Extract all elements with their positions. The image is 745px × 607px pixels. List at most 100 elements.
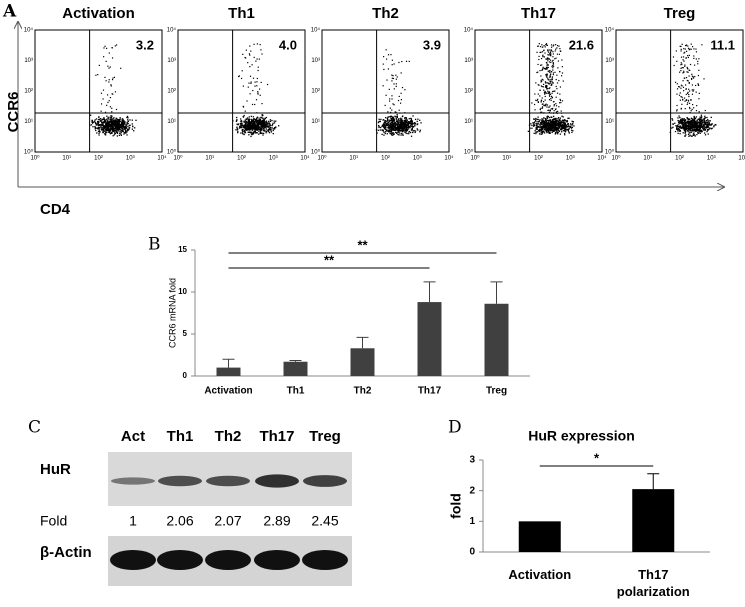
event-dot	[386, 125, 387, 126]
event-dot	[547, 118, 548, 119]
event-dot	[264, 118, 265, 119]
event-dot	[548, 52, 549, 53]
event-dot	[119, 131, 120, 132]
event-dot	[560, 50, 561, 51]
event-dot	[551, 117, 552, 118]
event-dot	[703, 78, 704, 79]
event-dot	[117, 135, 118, 136]
event-dot	[676, 127, 677, 128]
event-dot	[263, 133, 264, 134]
event-dot	[693, 130, 694, 131]
event-dot	[692, 124, 693, 125]
event-dot	[383, 130, 384, 131]
event-dot	[247, 129, 248, 130]
event-dot	[681, 124, 682, 125]
event-dot	[679, 122, 680, 123]
event-dot	[251, 127, 252, 128]
event-dot	[394, 88, 395, 89]
event-dot	[99, 65, 100, 66]
event-dot	[96, 118, 97, 119]
event-dot	[408, 128, 409, 129]
event-dot	[546, 58, 547, 59]
event-dot	[689, 108, 690, 109]
event-dot	[694, 65, 695, 66]
actin-band	[302, 550, 348, 570]
event-dot	[692, 119, 693, 120]
event-dot	[396, 86, 397, 87]
event-dot	[539, 70, 540, 71]
event-dot	[696, 116, 697, 117]
event-dot	[263, 121, 264, 122]
event-dot	[677, 129, 678, 130]
event-dot	[254, 127, 255, 128]
event-dot	[689, 130, 690, 131]
x-tick-label: 10³	[413, 156, 422, 162]
event-dot	[235, 129, 236, 130]
event-dot	[546, 85, 547, 86]
event-dot	[251, 122, 252, 123]
event-dot	[683, 90, 684, 91]
event-dot	[704, 127, 705, 128]
event-dot	[531, 125, 532, 126]
event-dot	[689, 70, 690, 71]
event-dot	[563, 120, 564, 121]
event-dot	[555, 103, 556, 104]
event-dot	[688, 94, 689, 95]
panel-label: A	[2, 2, 17, 22]
y-tick-label: 0	[469, 547, 475, 558]
event-dot	[684, 130, 685, 131]
event-dot	[135, 120, 136, 121]
event-dot	[274, 122, 275, 123]
event-dot	[543, 79, 544, 80]
event-dot	[92, 121, 93, 122]
event-dot	[551, 96, 552, 97]
event-dot	[558, 60, 559, 61]
x-tick-label: 10⁴	[157, 155, 167, 162]
event-dot	[685, 108, 686, 109]
event-dot	[543, 50, 544, 51]
event-dot	[705, 110, 706, 111]
event-dot	[538, 59, 539, 60]
event-dot	[385, 122, 386, 123]
event-dot	[402, 133, 403, 134]
error-bar	[491, 282, 503, 304]
event-dot	[243, 121, 244, 122]
event-dot	[681, 127, 682, 128]
event-dot	[393, 83, 394, 84]
event-dot	[701, 116, 702, 117]
event-dot	[541, 120, 542, 121]
event-dot	[415, 130, 416, 131]
event-dot	[683, 56, 684, 57]
event-dot	[697, 129, 698, 130]
hur-band	[303, 475, 347, 487]
event-dot	[550, 54, 551, 55]
event-dot	[541, 58, 542, 59]
event-dot	[695, 121, 696, 122]
event-dot	[568, 131, 569, 132]
event-dot	[102, 119, 103, 120]
event-dot	[89, 125, 90, 126]
event-dot	[396, 127, 397, 128]
event-dot	[697, 121, 698, 122]
event-dot	[249, 45, 250, 46]
event-dot	[405, 119, 406, 120]
x-tick-label: 10⁴	[597, 155, 607, 162]
event-dot	[97, 121, 98, 122]
event-dot	[259, 89, 260, 90]
event-dot	[688, 118, 689, 119]
event-dot	[94, 121, 95, 122]
event-dot	[268, 129, 269, 130]
event-dot	[264, 125, 265, 126]
event-dot	[687, 93, 688, 94]
event-dot	[538, 56, 539, 57]
event-dot	[546, 74, 547, 75]
y-tick-label: 10⁴	[311, 27, 321, 34]
error-bar	[647, 474, 659, 489]
y-tick-label: 10²	[167, 89, 176, 95]
event-dot	[257, 93, 258, 94]
event-dot	[404, 132, 405, 133]
event-dot	[106, 80, 107, 81]
event-dot	[553, 130, 554, 131]
event-dot	[109, 126, 110, 127]
event-dot	[540, 108, 541, 109]
